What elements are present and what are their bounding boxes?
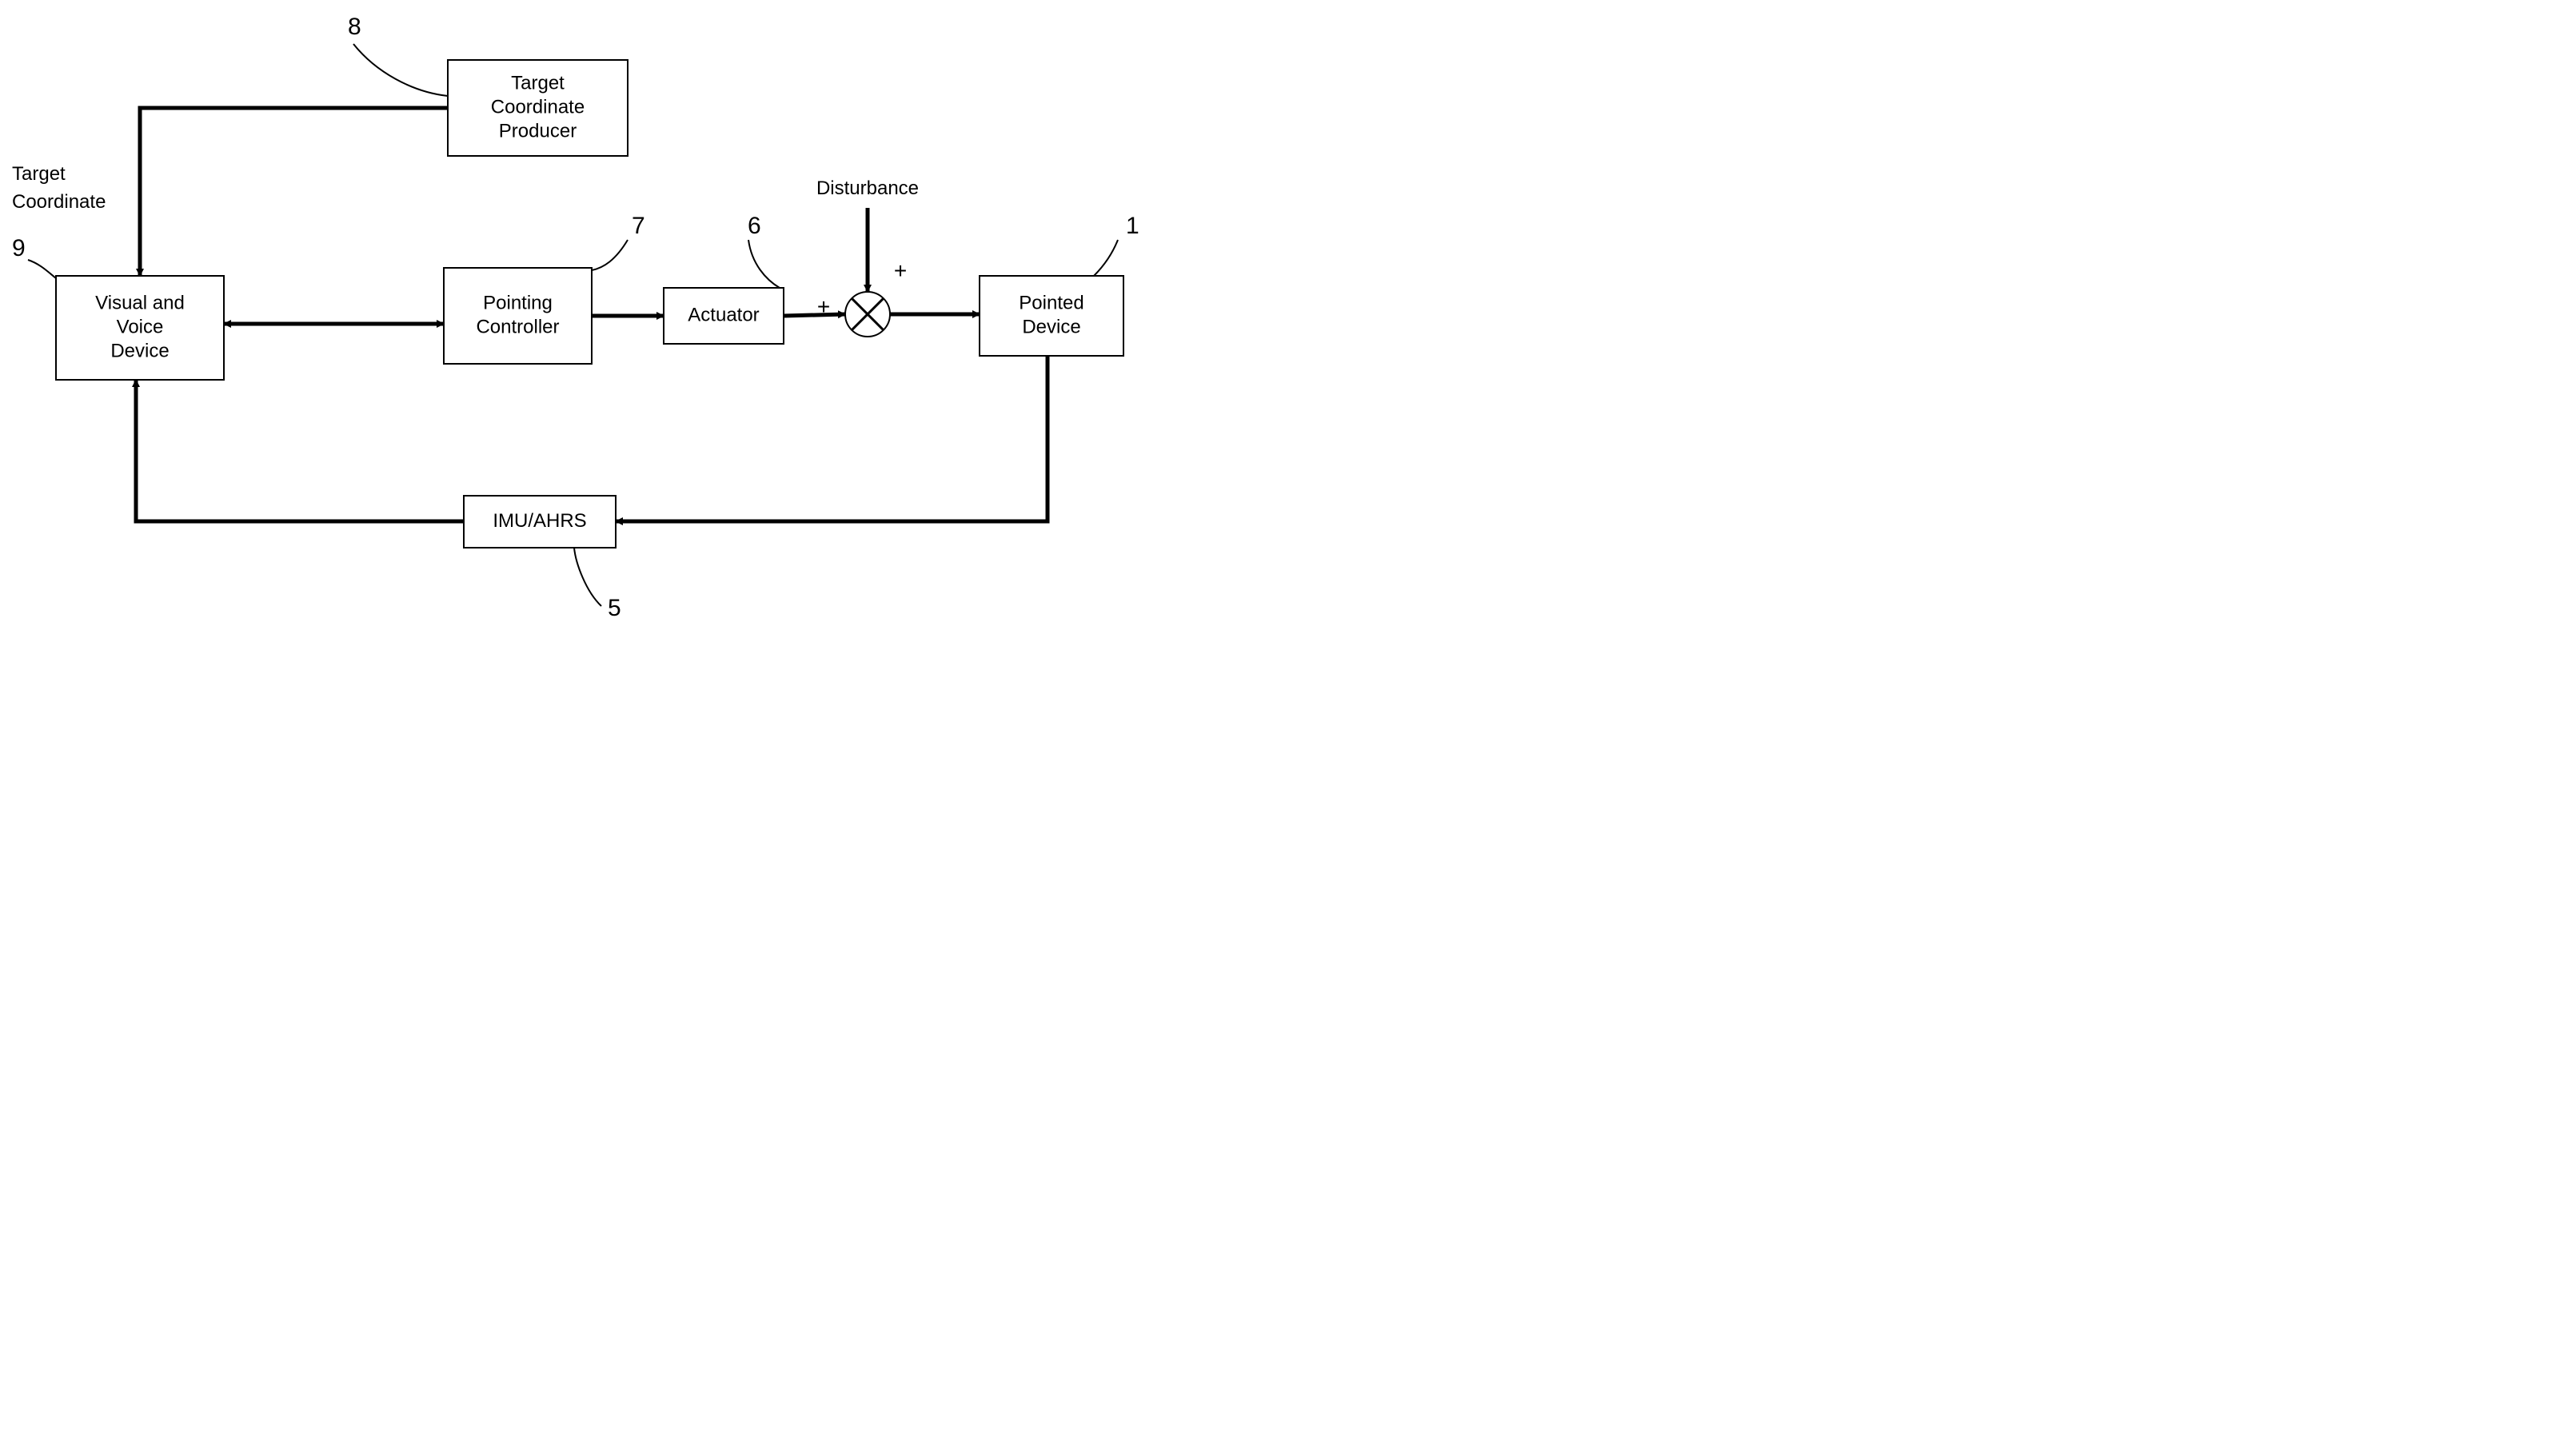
node-visual_voice-label-2: Device: [110, 341, 169, 362]
node-pointed_device: Pointed Device: [980, 276, 1123, 356]
node-imu_ahrs-label-0: IMU/AHRS: [493, 510, 586, 532]
node-actuator: Actuator: [664, 288, 784, 344]
ref-r1: 1: [1094, 213, 1139, 276]
edge-e_pd_imu: [616, 356, 1048, 521]
summing-junction: [845, 292, 890, 337]
label-target_coord1: Target: [12, 163, 66, 185]
node-visual_voice-label-1: Voice: [117, 317, 164, 338]
plus-sign: +: [894, 258, 907, 283]
edge-e_tp_down: [140, 108, 448, 276]
node-visual_voice: Visual and Voice Device: [56, 276, 224, 380]
ref-r7-text: 7: [632, 213, 645, 239]
node-pointed_device-label-0: Pointed: [1019, 293, 1083, 314]
node-target_producer: Target Coordinate Producer: [448, 60, 628, 156]
ref-r9-text: 9: [12, 235, 26, 261]
node-visual_voice-label-0: Visual and: [95, 293, 185, 314]
label-target_coord2: Coordinate: [12, 191, 106, 213]
node-target_producer-label-2: Producer: [499, 121, 577, 142]
ref-r7: 7: [592, 213, 645, 270]
ref-r5-text: 5: [608, 595, 621, 621]
node-pointing_ctrl: Pointing Controller: [444, 268, 592, 364]
node-imu_ahrs: IMU/AHRS: [464, 496, 616, 548]
ref-r1-text: 1: [1126, 213, 1139, 239]
ref-r5: 5: [574, 548, 621, 621]
plus-sign: +: [817, 294, 830, 319]
ref-r8: 8: [348, 14, 448, 96]
ref-r8-text: 8: [348, 14, 361, 40]
ref-r6-text: 6: [748, 213, 761, 239]
node-actuator-label-0: Actuator: [688, 305, 759, 326]
node-pointing_ctrl-label-1: Controller: [476, 317, 559, 338]
node-pointed_device-label-1: Device: [1022, 317, 1080, 338]
edge-e_imu_vv: [136, 380, 464, 521]
node-target_producer-label-0: Target: [511, 73, 565, 94]
node-target_producer-label-1: Coordinate: [491, 97, 585, 118]
node-pointing_ctrl-label-0: Pointing: [483, 293, 553, 314]
ref-r9: 9: [12, 235, 56, 278]
label-disturbance: Disturbance: [816, 178, 919, 199]
ref-r6: 6: [748, 213, 780, 288]
edge-e_act_sum: [784, 314, 845, 316]
